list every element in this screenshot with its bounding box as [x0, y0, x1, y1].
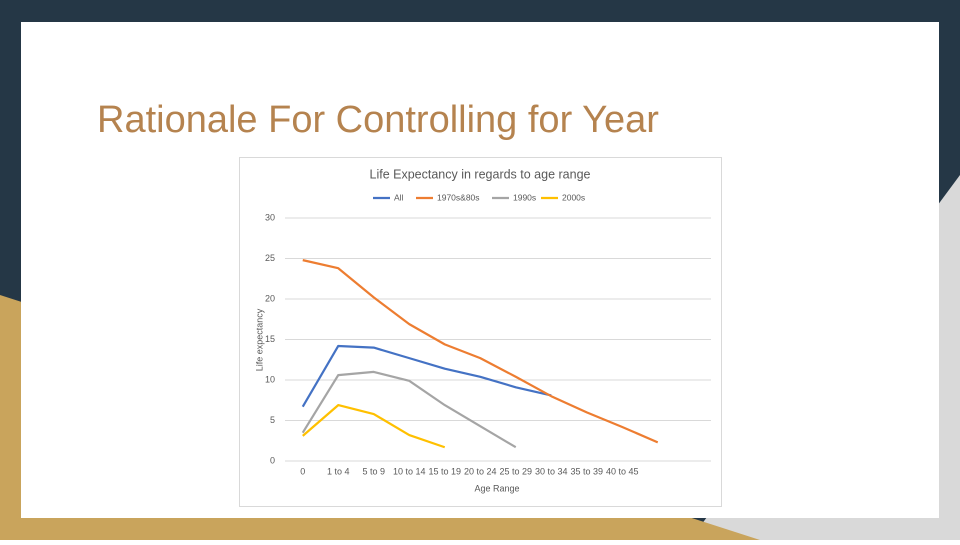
- series-line: [302, 259, 659, 444]
- x-tick-label: 35 to 39: [570, 466, 603, 476]
- series-line: [301, 370, 517, 449]
- x-tick-label: 1 to 4: [327, 466, 350, 476]
- legend-label: 1970s&80s: [437, 192, 480, 202]
- y-tick-label: 30: [265, 212, 275, 222]
- legend-label: 1990s: [513, 192, 536, 202]
- y-tick-label: 15: [265, 334, 275, 344]
- x-tick-label: 10 to 14: [393, 466, 426, 476]
- y-tick-label: 20: [265, 293, 275, 303]
- x-tick-label: 30 to 34: [535, 466, 568, 476]
- y-tick-label: 5: [270, 415, 275, 425]
- x-tick-label: 15 to 19: [428, 466, 461, 476]
- chart-title: Life Expectancy in regards to age range: [370, 167, 591, 181]
- x-tick-label: 40 to 45: [606, 466, 639, 476]
- y-axis-label: Life expectancy: [254, 308, 264, 371]
- series-line: [302, 404, 446, 449]
- chart-frame: [239, 157, 722, 507]
- slide-title: Rationale For Controlling for Year: [97, 99, 659, 141]
- series-line: [301, 344, 552, 408]
- x-tick-label: 20 to 24: [464, 466, 497, 476]
- y-tick-label: 25: [265, 253, 275, 263]
- x-axis-label: Age Range: [474, 483, 519, 493]
- legend-label: 2000s: [562, 192, 585, 202]
- y-tick-label: 0: [270, 455, 275, 465]
- x-tick-label: 25 to 29: [499, 466, 532, 476]
- y-tick-label: 10: [265, 374, 275, 384]
- legend-label: All: [394, 192, 404, 202]
- x-tick-label: 5 to 9: [362, 466, 385, 476]
- x-tick-label: 0: [300, 466, 305, 476]
